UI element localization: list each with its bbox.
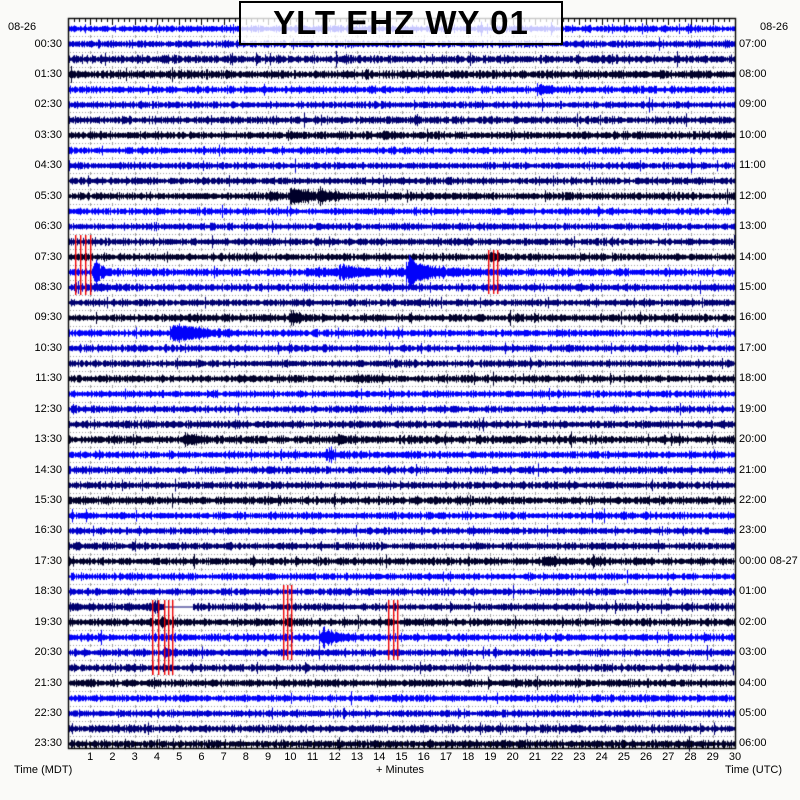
bottom-axis-label: 20: [506, 751, 519, 763]
bottom-axis-label: 8: [242, 751, 249, 763]
left-axis-label: 05:30: [34, 189, 62, 202]
right-axis-label: 08:00: [739, 67, 767, 80]
right-axis-label: 13:00: [739, 220, 767, 233]
bottom-axis-label: 2: [109, 751, 116, 763]
left-axis-label: 13:30: [34, 433, 62, 446]
right-axis-label: 04:00: [739, 676, 767, 689]
left-axis-label: 07:30: [34, 250, 62, 263]
left-axis-label: 00:30: [34, 37, 62, 50]
left-axis-label: 21:30: [34, 676, 62, 689]
bottom-axis-label: 25: [617, 751, 630, 763]
bottom-axis-label: 14: [373, 751, 386, 763]
station-title-box: YLT EHZ WY 01: [239, 1, 563, 45]
left-axis-label: 18:30: [34, 585, 62, 598]
bottom-axis-label: 29: [706, 751, 719, 763]
bottom-axis-label: 5: [176, 751, 183, 763]
right-axis-label: 00:00 08-27: [739, 554, 798, 567]
right-axis-label: 07:00: [739, 37, 767, 50]
bottom-axis-caption: + Minutes: [376, 764, 424, 776]
left-axis-label: 11:30: [35, 372, 62, 385]
right-axis-date: 08-26: [760, 21, 789, 33]
bottom-axis-label: 3: [131, 751, 138, 763]
bottom-axis-label: 21: [528, 751, 542, 763]
right-axis-label: 09:00: [739, 98, 767, 111]
bottom-axis-label: 30: [728, 751, 742, 763]
left-axis-label: 09:30: [34, 311, 62, 324]
right-axis-label: 21:00: [739, 463, 767, 476]
left-axis-label: 12:30: [34, 402, 62, 415]
right-axis-label: 12:00: [739, 189, 767, 202]
bottom-axis-label: 19: [484, 751, 497, 763]
left-axis-label: 06:30: [34, 220, 62, 233]
left-axis-label: 10:30: [34, 341, 62, 354]
left-axis-label: 14:30: [34, 463, 62, 476]
left-axis-label: 01:30: [34, 67, 62, 80]
station-title: YLT EHZ WY 01: [273, 4, 529, 41]
bottom-axis-label: 9: [265, 751, 272, 763]
bottom-axis-label: 18: [462, 751, 475, 763]
left-axis-label: 20:30: [34, 646, 62, 659]
bottom-axis-label: 26: [639, 751, 653, 763]
left-axis-label: 04:30: [34, 159, 62, 172]
right-axis-label: 22:00: [739, 493, 767, 506]
right-axis-label: 01:00: [739, 585, 767, 598]
bottom-axis-label: 7: [220, 751, 227, 763]
bottom-axis-label: 17: [439, 751, 453, 763]
right-axis-label: 10:00: [739, 128, 767, 141]
bottom-axis-label: 22: [551, 751, 564, 763]
left-axis-label: 23:30: [34, 737, 62, 750]
right-axis-label: 16:00: [739, 311, 767, 324]
bottom-axis-label: 28: [684, 751, 697, 763]
bottom-axis-label: 13: [350, 751, 364, 763]
bottom-axis-label: 23: [573, 751, 586, 763]
right-axis-label: 15:00: [739, 280, 767, 293]
right-axis-label: 11:00: [739, 159, 766, 172]
bottom-axis-label: 16: [417, 751, 430, 763]
right-axis-label: 02:00: [739, 615, 767, 628]
right-axis-label: 03:00: [739, 646, 767, 659]
right-axis-label: 14:00: [739, 250, 767, 263]
left-axis-label: 02:30: [34, 98, 62, 111]
left-axis-date: 08-26: [8, 21, 37, 33]
bottom-axis-label: 24: [595, 751, 608, 763]
bottom-axis-label: 1: [87, 751, 94, 763]
right-axis-label: 23:00: [739, 524, 767, 537]
left-axis-label: 16:30: [34, 524, 62, 537]
left-axis-caption: Time (MDT): [14, 764, 73, 776]
right-axis-label: 06:00: [739, 737, 767, 750]
left-axis-label: 03:30: [34, 128, 62, 141]
bottom-axis-label: 12: [328, 751, 341, 763]
right-axis-label: 19:00: [739, 402, 767, 415]
bottom-axis-label: 6: [198, 751, 205, 763]
bottom-axis-label: 10: [284, 751, 297, 763]
bottom-axis-label: 15: [395, 751, 408, 763]
bottom-axis-label: 11: [306, 751, 319, 763]
right-axis-label: 17:00: [739, 341, 767, 354]
left-axis-label: 17:30: [34, 554, 62, 567]
right-axis-caption: Time (UTC): [725, 764, 783, 776]
right-axis-label: 05:00: [739, 707, 767, 720]
left-axis-label: 15:30: [34, 493, 62, 506]
right-axis-label: 20:00: [739, 433, 767, 446]
right-axis-label: 18:00: [739, 372, 767, 385]
bottom-axis-label: 27: [662, 751, 675, 763]
left-axis-label: 22:30: [34, 707, 62, 720]
bottom-axis-label: 4: [153, 751, 160, 763]
left-axis-label: 19:30: [34, 615, 62, 628]
left-axis-label: 08:30: [34, 280, 62, 293]
